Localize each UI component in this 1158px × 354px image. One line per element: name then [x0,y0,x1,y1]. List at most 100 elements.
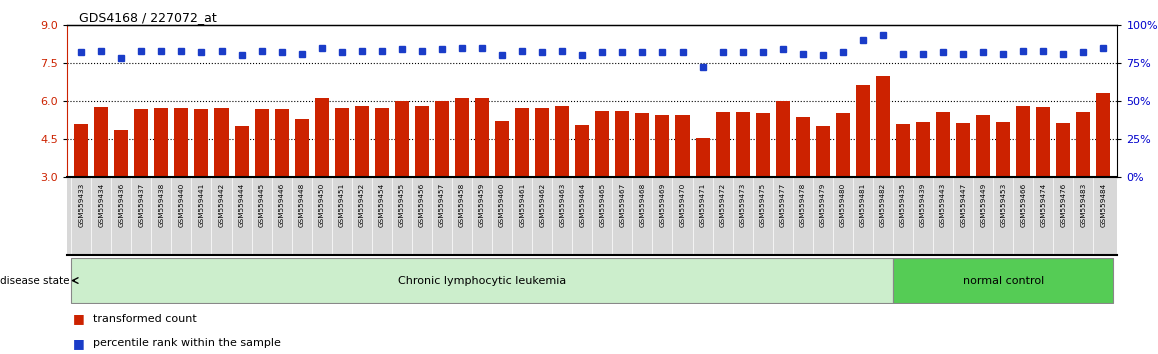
Bar [756,113,770,253]
Bar [615,111,630,253]
Bar [395,101,409,253]
Bar [716,112,730,253]
Text: GSM559463: GSM559463 [559,183,565,228]
Text: GSM559445: GSM559445 [258,183,264,228]
Text: GSM559444: GSM559444 [239,183,244,228]
Text: GSM559455: GSM559455 [398,183,405,228]
Text: GSM559457: GSM559457 [439,183,445,228]
Bar [455,98,469,253]
Text: GSM559451: GSM559451 [339,183,345,228]
Text: GSM559440: GSM559440 [178,183,184,228]
Bar [74,124,88,253]
Bar [555,107,570,253]
Text: GSM559474: GSM559474 [1040,183,1047,228]
Bar [335,108,349,253]
Bar [1056,123,1070,253]
Bar [175,108,189,253]
Bar [776,101,790,253]
Text: GSM559461: GSM559461 [519,183,526,228]
Text: GSM559483: GSM559483 [1080,183,1086,228]
Text: GSM559467: GSM559467 [620,183,625,228]
Text: GSM559481: GSM559481 [860,183,866,228]
Text: GSM559475: GSM559475 [760,183,765,228]
Text: GSM559441: GSM559441 [198,183,205,228]
Text: GSM559436: GSM559436 [118,183,124,228]
Text: GSM559478: GSM559478 [800,183,806,228]
Bar [636,113,650,253]
Text: ■: ■ [73,337,85,350]
Bar [214,108,228,253]
Bar [1097,93,1111,253]
Text: GSM559473: GSM559473 [740,183,746,228]
Bar [576,125,589,253]
Bar [415,107,428,253]
Bar [836,113,850,253]
Text: GSM559465: GSM559465 [600,183,606,228]
Text: GSM559450: GSM559450 [318,183,324,228]
Bar [435,101,449,253]
Text: GSM559442: GSM559442 [219,183,225,228]
Text: GSM559476: GSM559476 [1061,183,1067,228]
Bar [896,124,910,253]
Bar [515,108,529,253]
Text: GSM559437: GSM559437 [138,183,145,228]
Bar [996,122,1010,253]
Text: GSM559484: GSM559484 [1100,183,1106,228]
Bar [735,112,749,253]
Text: GSM559449: GSM559449 [980,183,987,228]
Bar [655,115,669,253]
Bar [274,108,288,253]
Bar [957,123,970,253]
Text: Chronic lymphocytic leukemia: Chronic lymphocytic leukemia [398,275,566,286]
Bar [815,126,830,253]
Text: GSM559464: GSM559464 [579,183,585,228]
Bar [595,111,609,253]
Text: GSM559459: GSM559459 [479,183,485,228]
Text: GSM559470: GSM559470 [680,183,686,228]
Text: transformed count: transformed count [93,314,197,324]
Text: GSM559433: GSM559433 [79,183,85,228]
Text: ■: ■ [73,312,85,325]
Text: normal control: normal control [962,275,1043,286]
Bar [315,98,329,253]
Bar [375,108,389,253]
Text: GSM559452: GSM559452 [359,183,365,228]
Text: GSM559466: GSM559466 [1020,183,1026,228]
Text: GDS4168 / 227072_at: GDS4168 / 227072_at [79,11,217,24]
Text: GSM559447: GSM559447 [960,183,966,228]
Text: GSM559434: GSM559434 [98,183,104,228]
Text: GSM559446: GSM559446 [279,183,285,228]
Bar [475,98,489,253]
Bar [1036,107,1050,253]
Text: GSM559438: GSM559438 [159,183,164,228]
Text: GSM559471: GSM559471 [699,183,705,228]
Bar [1077,112,1091,253]
Text: GSM559448: GSM559448 [299,183,305,228]
Text: GSM559453: GSM559453 [1001,183,1006,228]
Text: GSM559468: GSM559468 [639,183,645,228]
Text: GSM559460: GSM559460 [499,183,505,228]
Bar [115,130,129,253]
Bar [796,116,809,253]
Bar [134,108,148,253]
Bar [1017,106,1031,253]
Text: GSM559462: GSM559462 [540,183,545,228]
Bar [675,115,689,253]
Text: GSM559439: GSM559439 [921,183,926,228]
Text: GSM559472: GSM559472 [719,183,726,228]
Bar [235,126,249,253]
Bar [71,258,893,303]
Bar [535,108,549,253]
Bar [875,75,891,253]
Bar [916,122,930,253]
Text: GSM559480: GSM559480 [840,183,845,228]
Text: percentile rank within the sample: percentile rank within the sample [93,338,280,348]
Bar [893,258,1114,303]
Bar [94,107,108,253]
Bar [154,108,168,253]
Bar [195,108,208,253]
Bar [354,107,369,253]
Bar [496,121,510,253]
Bar [936,112,950,253]
Text: GSM559435: GSM559435 [900,183,906,228]
